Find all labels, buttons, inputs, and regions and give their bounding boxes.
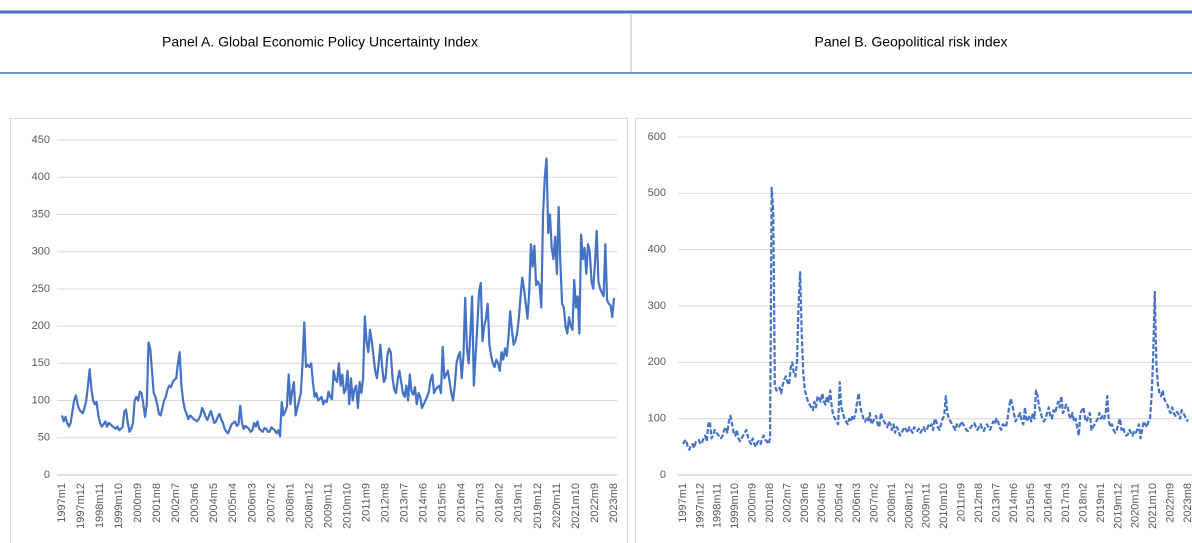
x-tick-label: 2022m9 — [1164, 483, 1176, 523]
x-tick-label: 1997m12 — [694, 483, 706, 529]
y-tick-label: 450 — [32, 134, 50, 146]
x-tick-label: 2022m9 — [589, 483, 601, 523]
panel-a-frame — [10, 118, 628, 543]
y-tick-label: 400 — [32, 171, 50, 183]
line-series — [682, 186, 1189, 451]
y-tick-label: 150 — [32, 357, 50, 369]
line-series — [60, 157, 616, 438]
x-tick-label: 1997m1 — [677, 483, 689, 523]
y-tick-label: 200 — [648, 356, 666, 368]
y-tick-label: 300 — [32, 246, 50, 258]
x-tick-label: 2019m1 — [1095, 483, 1107, 523]
x-tick-label: 2016m4 — [1043, 483, 1055, 523]
y-tick-label: 100 — [32, 394, 50, 406]
x-tick-label: 2001m8 — [764, 483, 776, 523]
x-tick-label: 1998m11 — [712, 483, 724, 528]
x-tick-label: 2004m5 — [208, 483, 220, 523]
panel-b-frame — [635, 118, 1192, 543]
x-tick-label: 2001m8 — [151, 483, 163, 523]
x-tick-label: 2015m5 — [437, 483, 449, 523]
x-tick-label: 2018m2 — [494, 483, 506, 523]
x-tick-label: 2013m7 — [990, 483, 1002, 523]
y-tick-label: 600 — [648, 131, 666, 143]
x-tick-label: 2011m9 — [360, 483, 372, 522]
x-tick-label: 2000m9 — [132, 483, 144, 523]
x-tick-label: 2021m10 — [1147, 483, 1159, 529]
x-tick-label: 2003m6 — [799, 483, 811, 523]
x-tick-label: 2002m7 — [170, 483, 182, 523]
y-tick-label: 500 — [648, 187, 666, 199]
panel-title: Panel A. Global Economic Policy Uncertai… — [162, 34, 478, 50]
x-tick-label: 2005m4 — [227, 483, 239, 523]
y-tick-label: 50 — [38, 432, 50, 444]
x-tick-label: 2003m6 — [189, 483, 201, 523]
x-tick-label: 1998m11 — [94, 483, 106, 528]
x-tick-label: 2010m10 — [938, 483, 950, 529]
x-tick-label: 2012m8 — [379, 483, 391, 523]
x-tick-label: 2018m2 — [1077, 483, 1089, 523]
y-tick-label: 0 — [44, 469, 50, 481]
x-tick-label: 2002m7 — [781, 483, 793, 523]
x-tick-label: 2015m5 — [1025, 483, 1037, 523]
x-tick-label: 2008m12 — [303, 483, 315, 529]
x-tick-label: 2013m7 — [399, 483, 411, 523]
panel-title: Panel B. Geopolitical risk index — [815, 34, 1008, 50]
x-tick-label: 2007m2 — [265, 483, 277, 523]
y-tick-label: 400 — [648, 244, 666, 256]
x-tick-label: 2012m8 — [973, 483, 985, 523]
x-tick-label: 2006m3 — [851, 483, 863, 523]
x-tick-label: 2023m8 — [1182, 483, 1192, 523]
x-tick-label: 2006m3 — [246, 483, 258, 523]
x-tick-label: 2009m11 — [322, 483, 334, 528]
x-tick-label: 2005m4 — [834, 483, 846, 523]
x-tick-label: 2008m1 — [886, 483, 898, 523]
x-tick-label: 1997m12 — [75, 483, 87, 529]
x-tick-label: 2014m6 — [418, 483, 430, 523]
x-tick-label: 2023m8 — [608, 483, 620, 523]
x-tick-label: 2008m1 — [284, 483, 296, 523]
x-tick-label: 2020m11 — [1130, 483, 1142, 528]
x-tick-label: 2019m12 — [532, 483, 544, 529]
x-tick-label: 1997m1 — [56, 483, 68, 523]
y-tick-label: 350 — [32, 208, 50, 220]
y-tick-label: 300 — [648, 300, 666, 312]
x-tick-label: 2021m10 — [570, 483, 582, 529]
x-tick-label: 2007m2 — [868, 483, 880, 523]
y-tick-label: 250 — [32, 283, 50, 295]
x-tick-label: 2011m9 — [956, 483, 968, 522]
x-tick-label: 1999m10 — [729, 483, 741, 529]
y-tick-label: 0 — [660, 469, 666, 481]
x-tick-label: 2009m11 — [921, 483, 933, 528]
x-tick-label: 2019m1 — [513, 483, 525, 523]
x-tick-label: 2020m11 — [551, 483, 563, 528]
x-tick-label: 2004m5 — [816, 483, 828, 523]
x-tick-label: 2016m4 — [456, 483, 468, 523]
y-tick-label: 100 — [648, 413, 666, 425]
x-tick-label: 2014m6 — [1008, 483, 1020, 523]
x-tick-label: 2017m3 — [475, 483, 487, 523]
x-tick-label: 1999m10 — [113, 483, 125, 529]
x-tick-label: 2017m3 — [1060, 483, 1072, 523]
x-tick-label: 2008m12 — [903, 483, 915, 529]
x-tick-label: 2000m9 — [747, 483, 759, 523]
x-tick-label: 2019m12 — [1112, 483, 1124, 529]
x-tick-label: 2010m10 — [341, 483, 353, 529]
y-tick-label: 200 — [32, 320, 50, 332]
